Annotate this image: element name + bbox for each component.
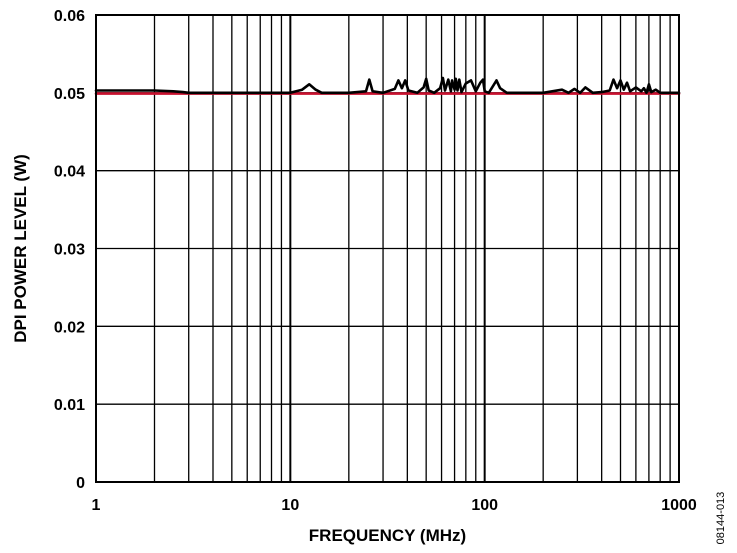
y-tick-label: 0.04 bbox=[54, 164, 85, 181]
y-axis-label: DPI POWER LEVEL (W) bbox=[11, 154, 30, 343]
figure-id: 08144-013 bbox=[715, 492, 727, 545]
y-tick-labels: 0 0.01 0.02 0.03 0.04 0.05 0.06 bbox=[54, 8, 85, 492]
y-tick-label: 0.01 bbox=[54, 397, 85, 414]
y-tick-label: 0.06 bbox=[54, 8, 85, 25]
x-tick-labels: 1 10 100 1000 bbox=[92, 497, 697, 514]
plot-frame bbox=[95, 14, 680, 483]
x-tick-label: 1000 bbox=[661, 497, 697, 514]
series-line-2 bbox=[94, 76, 681, 95]
x-axis-label: FREQUENCY (MHz) bbox=[309, 526, 466, 545]
major-gridlines bbox=[95, 14, 680, 483]
y-tick-label: 0 bbox=[76, 475, 85, 492]
y-tick-label: 0.02 bbox=[54, 319, 85, 336]
y-tick-label: 0.05 bbox=[54, 86, 85, 103]
x-tick-label: 10 bbox=[281, 497, 299, 514]
series-layer bbox=[94, 76, 681, 95]
x-tick-label: 100 bbox=[471, 497, 498, 514]
x-tick-label: 1 bbox=[92, 497, 101, 514]
y-tick-label: 0.03 bbox=[54, 242, 85, 259]
